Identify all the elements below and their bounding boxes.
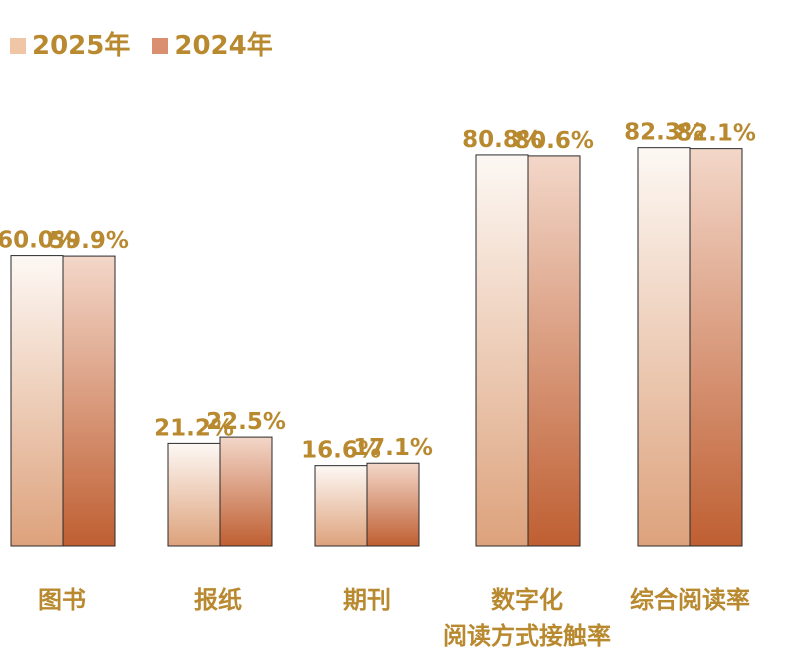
legend-label-2025: 2025年: [32, 31, 131, 61]
chart-legend: 2025年 2024年: [10, 33, 273, 59]
category-label-2: 期刊: [343, 586, 391, 614]
legend-swatch-2024: [152, 38, 169, 54]
category-label-3-line0: 数字化: [491, 586, 563, 614]
value-label-2024-0: 59.9%: [49, 228, 129, 254]
value-label-2024-4: 82.1%: [676, 121, 756, 147]
value-label-2025-4: 82.3%: [624, 120, 704, 146]
bar-2025-1: [167, 442, 221, 547]
bar-2024-4: [689, 148, 743, 547]
value-label-2025-0: 60.0%: [0, 228, 77, 254]
category-label-3-line1: 阅读方式接触率: [443, 622, 611, 650]
value-label-2025-3: 80.8%: [462, 127, 542, 153]
value-label-2024-1: 22.5%: [206, 409, 286, 435]
bar-2024-1: [219, 436, 273, 547]
category-label-0: 图书: [38, 586, 86, 614]
category-label-4: 综合阅读率: [630, 586, 750, 614]
value-label-2025-2: 16.6%: [301, 438, 381, 464]
bar-2025-4: [637, 147, 691, 547]
bar-2024-2: [366, 462, 420, 547]
bar-group: [10, 147, 743, 547]
legend-swatch-2025: [10, 38, 26, 54]
category-label-1: 报纸: [194, 586, 242, 614]
legend-item-2025: 2025年: [10, 33, 130, 59]
bar-2025-0: [10, 255, 64, 547]
value-label-2025-1: 21.2%: [154, 415, 234, 441]
bar-2025-3: [475, 154, 529, 547]
legend-item-2024: 2024年: [152, 31, 273, 61]
bar-2025-2: [314, 465, 368, 547]
legend-label-2024: 2024年: [174, 31, 273, 61]
value-label-group: 60.0%59.9% 21.2%22.5% 16.6%17.1% 80.8%80.6%…: [0, 120, 756, 464]
value-label-2024-2: 17.1%: [353, 435, 433, 461]
bar-2024-3: [527, 155, 581, 547]
value-label-2024-3: 80.6%: [514, 128, 594, 154]
bar-2024-0: [62, 255, 116, 547]
